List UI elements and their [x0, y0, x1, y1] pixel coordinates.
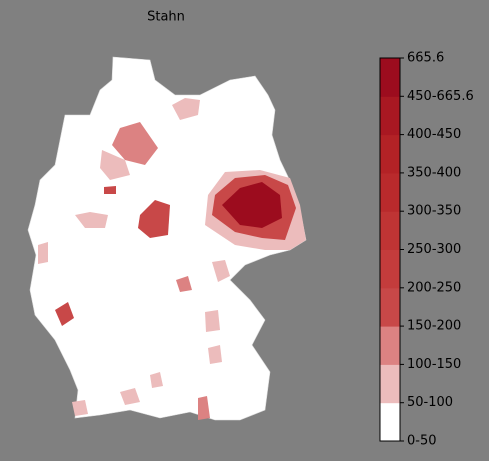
colorbar-segment — [380, 287, 400, 327]
region — [55, 302, 74, 326]
region — [150, 372, 163, 388]
colorbar-label: 250-300 — [407, 242, 461, 257]
colorbar-segment — [380, 211, 400, 250]
colorbar-label: 350-400 — [407, 165, 461, 180]
colorbar-segment — [380, 96, 400, 136]
region — [208, 345, 222, 364]
colorbar-segment — [380, 172, 400, 212]
region — [138, 200, 170, 238]
colorbar-label: 300-350 — [407, 204, 461, 219]
colorbar-label: 150-200 — [407, 319, 461, 334]
colorbar-label: 200-250 — [407, 280, 461, 295]
region — [222, 182, 282, 228]
colorbar-segment — [380, 134, 400, 174]
region — [100, 150, 130, 180]
colorbar-segment — [380, 326, 400, 365]
region — [104, 186, 116, 194]
colorbar-segment — [380, 402, 400, 442]
colorbar-segment — [380, 58, 400, 97]
colorbar-label: 0-50 — [407, 434, 437, 449]
map-title: Stahn — [147, 10, 185, 25]
region — [205, 310, 220, 332]
region — [38, 242, 48, 264]
colorbar-segment — [380, 364, 400, 404]
colorbar-label: 100-150 — [407, 357, 461, 372]
region — [120, 388, 140, 405]
region — [72, 400, 88, 416]
region — [212, 260, 230, 282]
region — [176, 276, 192, 292]
country-outline — [27, 56, 307, 421]
region — [172, 98, 200, 120]
colorbar: 0-50 50-100 100-150 150-200 200-250 250-300 30… — [379, 51, 474, 449]
region — [112, 122, 158, 165]
colorbar-label: 400-450 — [407, 127, 461, 142]
colorbar-label: 450-665.6 — [407, 89, 474, 104]
region — [75, 212, 108, 228]
colorbar-label: 665.6 — [407, 51, 444, 66]
colorbar-label: 50-100 — [407, 395, 453, 410]
germany-map — [27, 56, 307, 421]
region — [198, 396, 210, 420]
colorbar-segment — [380, 249, 400, 289]
